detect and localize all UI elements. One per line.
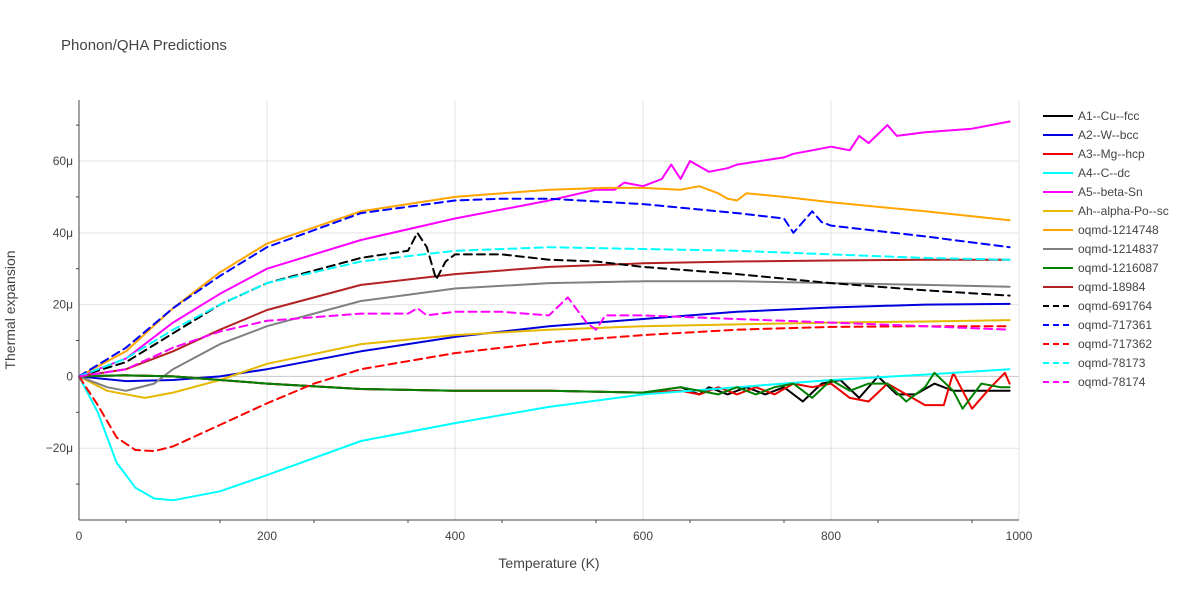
legend-item[interactable]: oqmd-691764 <box>1043 299 1152 313</box>
y-tick-label: 0 <box>66 369 73 383</box>
legend-item[interactable]: oqmd-78174 <box>1043 375 1146 389</box>
tick-labels: 0 200 400 600 800 1000 −20μ 0 20μ 40μ 60μ <box>46 124 1033 543</box>
series-line-oqmd-1216087[interactable] <box>78 371 1011 410</box>
legend-item[interactable]: oqmd-717362 <box>1043 337 1152 351</box>
legend-item[interactable]: A1--Cu--fcc <box>1043 109 1139 123</box>
series-line-A4--C--dc[interactable] <box>78 368 1011 502</box>
legend-label: A3--Mg--hcp <box>1078 147 1145 161</box>
legend-label: Ah--alpha-Po--sc <box>1078 204 1169 218</box>
grid-lines <box>79 100 1020 520</box>
legend-item[interactable]: A3--Mg--hcp <box>1043 147 1145 161</box>
x-tick-label: 400 <box>445 529 465 543</box>
x-tick-label: 800 <box>821 529 841 543</box>
legend-item[interactable]: A5--beta-Sn <box>1043 185 1143 199</box>
series-line-oqmd-691764[interactable] <box>78 231 1011 378</box>
legend-label: oqmd-691764 <box>1078 299 1152 313</box>
y-tick-label: 40μ <box>53 226 73 240</box>
legend-item[interactable]: Ah--alpha-Po--sc <box>1043 204 1169 218</box>
legend-label: oqmd-18984 <box>1078 280 1146 294</box>
legend-item[interactable]: A4--C--dc <box>1043 166 1130 180</box>
legend-item[interactable]: oqmd-18984 <box>1043 280 1146 294</box>
series-layer <box>78 120 1011 502</box>
y-tick-label: −20μ <box>46 441 73 455</box>
legend[interactable]: A1--Cu--fcc A2--W--bcc A3--Mg--hcp A4--C--d… <box>1043 109 1169 389</box>
series-line-oqmd-78174[interactable] <box>78 296 1011 378</box>
y-tick-label: 60μ <box>53 154 73 168</box>
legend-item[interactable]: oqmd-717361 <box>1043 318 1152 332</box>
x-tick-label: 600 <box>633 529 653 543</box>
legend-item[interactable]: oqmd-78173 <box>1043 356 1146 370</box>
x-tick-label: 1000 <box>1006 529 1033 543</box>
legend-label: oqmd-78173 <box>1078 356 1146 370</box>
legend-label: oqmd-78174 <box>1078 375 1146 389</box>
series-line-oqmd-1214748[interactable] <box>78 185 1011 378</box>
legend-label: oqmd-1216087 <box>1078 261 1159 275</box>
axes <box>78 100 1019 521</box>
series-line-A2--W--bcc[interactable] <box>78 302 1011 383</box>
series-line-oqmd-717361[interactable] <box>78 197 1011 378</box>
x-axis-title: Temperature (K) <box>498 555 599 571</box>
legend-label: oqmd-1214748 <box>1078 223 1159 237</box>
y-axis-title: Thermal expansion <box>2 250 18 369</box>
legend-item[interactable]: oqmd-1216087 <box>1043 261 1159 275</box>
series-line-oqmd-78173[interactable] <box>78 246 1011 378</box>
legend-label: A1--Cu--fcc <box>1078 109 1139 123</box>
series-line-oqmd-1214837[interactable] <box>78 280 1011 392</box>
legend-item[interactable]: oqmd-1214837 <box>1043 242 1159 256</box>
series-line-oqmd-717362[interactable] <box>78 325 1011 453</box>
chart-title: Phonon/QHA Predictions <box>61 37 227 54</box>
legend-label: A4--C--dc <box>1078 166 1130 180</box>
legend-item[interactable]: oqmd-1214748 <box>1043 223 1159 237</box>
x-tick-label: 200 <box>257 529 277 543</box>
legend-item[interactable]: A2--W--bcc <box>1043 128 1138 142</box>
series-line-oqmd-18984[interactable] <box>78 258 1011 378</box>
y-tick-label: 20μ <box>53 298 73 312</box>
legend-label: A5--beta-Sn <box>1078 185 1143 199</box>
legend-label: A2--W--bcc <box>1078 128 1138 142</box>
legend-label: oqmd-717361 <box>1078 318 1152 332</box>
series-line-A5--beta-Sn[interactable] <box>78 120 1011 378</box>
legend-label: oqmd-1214837 <box>1078 242 1159 256</box>
x-tick-label: 0 <box>76 529 83 543</box>
legend-label: oqmd-717362 <box>1078 337 1152 351</box>
